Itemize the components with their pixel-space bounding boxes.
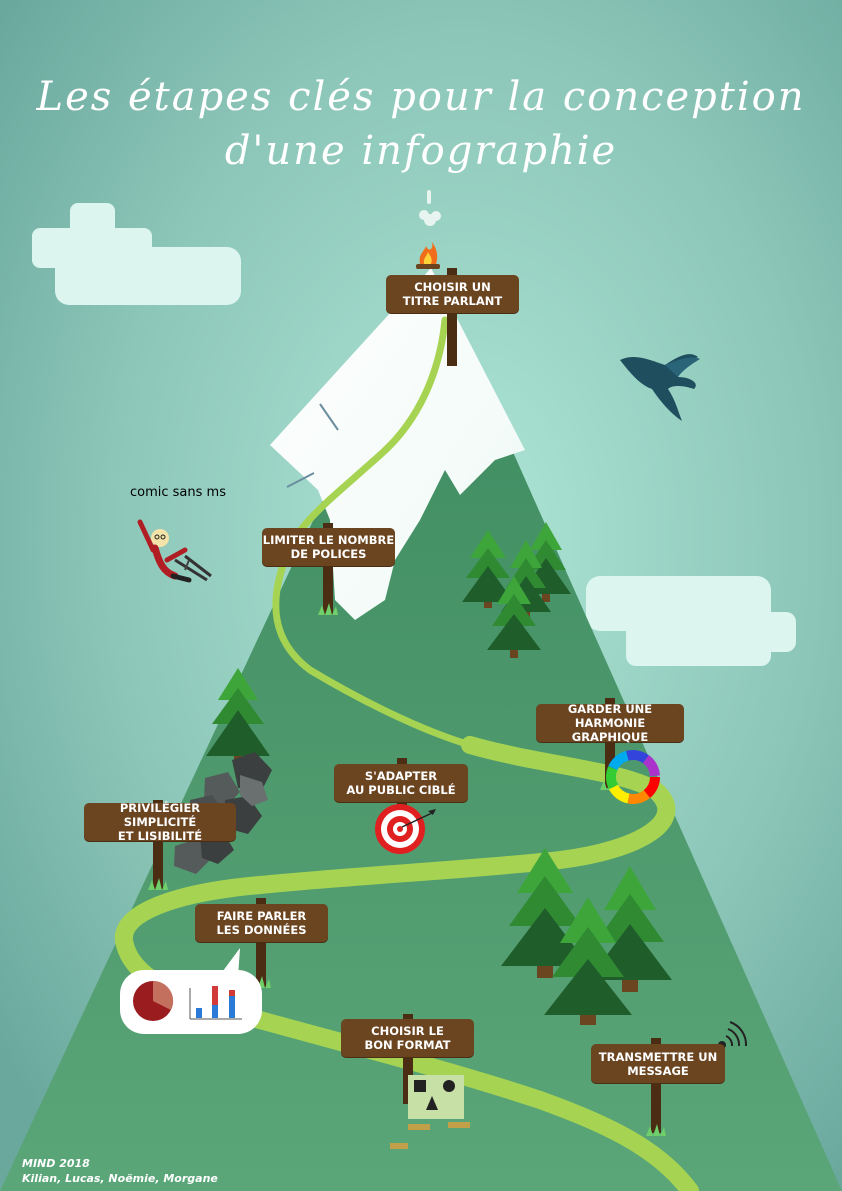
sign-line: HARMONIE GRAPHIQUE <box>571 716 649 744</box>
sign-line: CHOISIR LE <box>371 1024 444 1038</box>
tree-group-upper <box>462 522 571 658</box>
sign-line: DE POLICES <box>290 547 367 561</box>
campfire-icon <box>416 242 440 269</box>
sign-format: CHOISIR LE BON FORMAT <box>341 1019 474 1057</box>
bird-icon <box>620 354 700 421</box>
skier-icon <box>137 519 212 583</box>
sign-donnees: FAIRE PARLER LES DONNÉES <box>195 904 328 942</box>
sign-line: TRANSMETTRE UN <box>598 1049 718 1064</box>
sign-line: LES DONNÉES <box>216 923 307 937</box>
color-wheel-icon <box>606 750 660 804</box>
smoke-icon <box>419 190 441 226</box>
sign-public: S'ADAPTER AU PUBLIC CIBLÉ <box>334 764 468 802</box>
sign-harmonie: GARDER UNE HARMONIE GRAPHIQUE <box>536 702 684 744</box>
credits: MIND 2018 Kilian, Lucas, Noëmie, Morgane <box>22 1156 218 1186</box>
sign-simplicite: PRIVILÉGIER SIMPLICITÉ ET LISIBILITÉ <box>84 801 236 843</box>
tree-left <box>206 668 270 762</box>
sign-line: PRIVILÉGIER SIMPLICITÉ <box>119 801 201 829</box>
cloud-left <box>32 203 241 305</box>
infographic-title-line-2: d'une infographie <box>224 128 618 174</box>
bar-chart-icon <box>189 986 242 1020</box>
tree-group-lower <box>501 848 672 1025</box>
sign-line: S'ADAPTER <box>364 769 438 783</box>
sign-line: BON FORMAT <box>364 1038 451 1052</box>
sign-line: GARDER UNE <box>567 702 653 716</box>
target-icon <box>375 804 436 854</box>
sign-line: TITRE PARLANT <box>402 294 503 308</box>
shapes-box-icon <box>390 1075 470 1149</box>
sign-line: LIMITER LE NOMBRE <box>262 533 395 547</box>
hiking-path-wide <box>114 736 699 1191</box>
ski-sticks <box>286 403 339 488</box>
sign-line: CHOISIR UN <box>414 280 491 294</box>
sign-limiter-polices: LIMITER LE NOMBRE DE POLICES <box>262 528 395 566</box>
sign-line: AU PUBLIC CIBLÉ <box>346 783 456 797</box>
credits-line-1: MIND 2018 <box>22 1157 90 1170</box>
credits-line-2: Kilian, Lucas, Noëmie, Morgane <box>22 1172 218 1185</box>
sign-line: ET LISIBILITÉ <box>117 829 203 843</box>
sign-line: FAIRE PARLER <box>216 909 307 923</box>
pie-chart-icon <box>133 980 174 1021</box>
sign-line: MESSAGE <box>627 1063 689 1078</box>
infographic-title-line-1: Les étapes clés pour la conception <box>36 74 806 120</box>
skier-caption: comic sans ms <box>130 485 226 500</box>
sign-message: TRANSMETTRE UN MESSAGE <box>591 1044 725 1083</box>
sign-choisir-titre: CHOISIR UN TITRE PARLANT <box>386 275 519 313</box>
signal-icon <box>718 1021 748 1049</box>
cloud-right <box>586 576 796 666</box>
